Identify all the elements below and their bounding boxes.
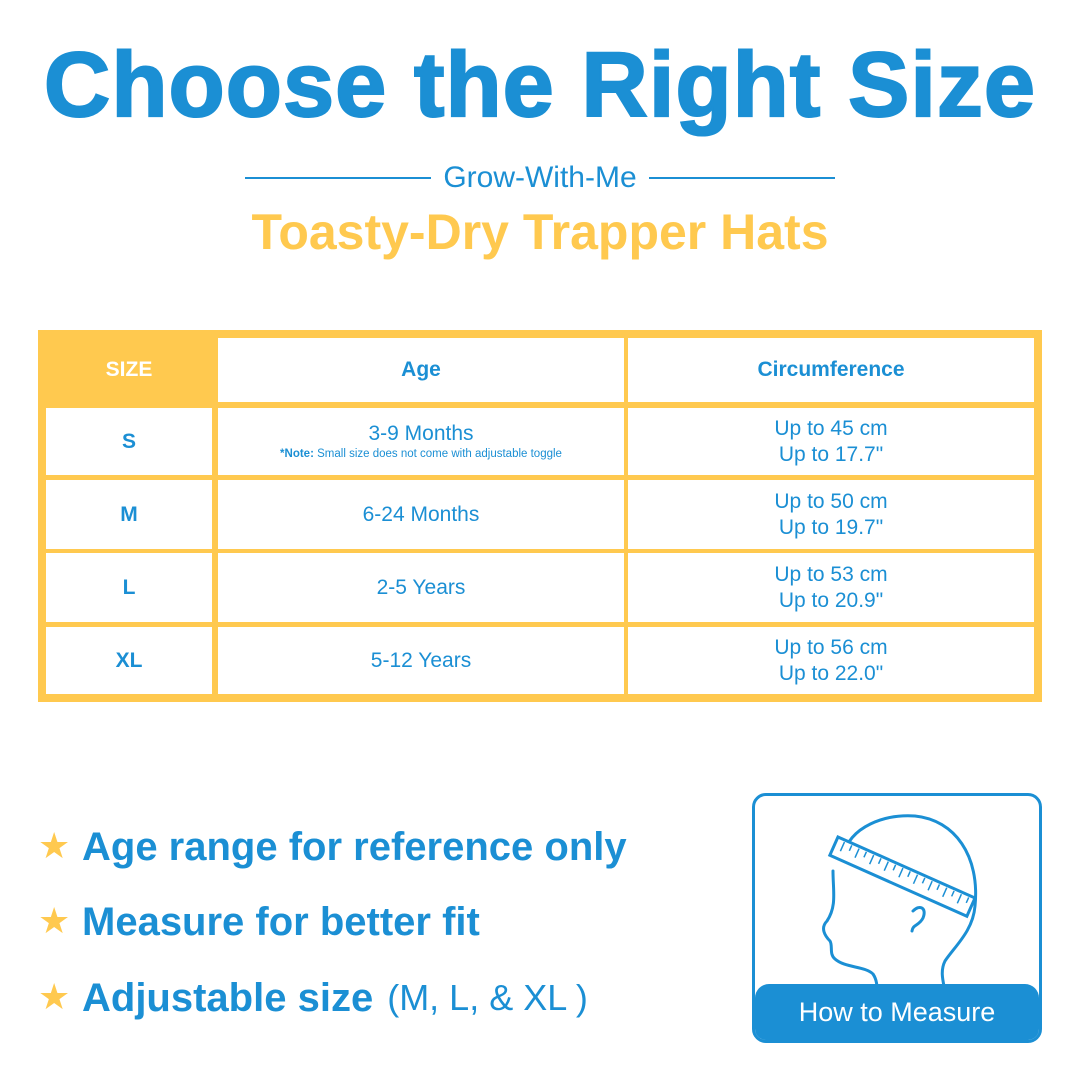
how-to-measure-label: How to Measure [755,984,1039,1040]
star-icon: ★ [38,901,71,942]
bullet-text: Measure for better fit [82,900,480,944]
size-table: SIZE Age Circumference S 3-9 Months *Not… [38,330,1042,702]
circumference-cell: Up to 50 cm Up to 19.7" [628,480,1034,549]
age-cell: 3-9 Months *Note: Small size does not co… [218,408,624,475]
bullet-text: Age range for reference only [82,825,627,869]
divider [245,177,432,179]
circumference-cm: Up to 50 cm [774,489,888,513]
bullet-text: Adjustable size [82,976,374,1020]
how-to-measure-card: How to Measure [752,793,1042,1043]
bullet-extra: (M, L, & XL ) [387,977,588,1018]
circumference-in: Up to 22.0" [778,661,884,685]
size-cell: M [46,480,212,549]
age-value: 3-9 Months [368,422,474,445]
subtitle: Grow-With-Me [0,158,1080,198]
bullet-item: ★ Measure for better fit [38,897,480,947]
circumference-cell: Up to 45 cm Up to 17.7" [628,408,1034,475]
header-circumference: Circumference [628,338,1034,402]
bullet-item: ★ Age range for reference only [38,822,627,872]
circumference-in: Up to 17.7" [778,442,884,466]
header-size: SIZE [46,338,212,402]
age-cell: 2-5 Years [218,553,624,622]
bullet-item: ★ Adjustable size (M, L, & XL ) [38,973,588,1023]
star-icon: ★ [38,826,71,867]
circumference-cm: Up to 56 cm [774,635,888,659]
size-cell: XL [46,627,212,694]
divider [648,177,835,179]
subtitle-text: Grow-With-Me [443,161,637,194]
product-name: Toasty-Dry Trapper Hats [251,204,829,260]
age-cell: 5-12 Years [218,627,624,694]
size-cell: L [46,553,212,622]
star-icon: ★ [38,977,71,1018]
circumference-in: Up to 19.7" [778,515,884,539]
note-label: *Note: [280,448,314,460]
header-age: Age [218,338,624,402]
circumference-cell: Up to 53 cm Up to 20.9" [628,553,1034,622]
size-note: *Note: Small size does not come with adj… [280,447,562,462]
circumference-cm: Up to 45 cm [774,416,888,440]
circumference-in: Up to 20.9" [778,588,884,612]
note-text: Small size does not come with adjustable… [313,448,562,460]
page-title: Choose the Right Size [43,33,1037,137]
age-cell: 6-24 Months [218,480,624,549]
head-measuring-tape-icon [822,814,978,986]
size-cell: S [46,408,212,475]
circumference-cm: Up to 53 cm [774,562,888,586]
circumference-cell: Up to 56 cm Up to 22.0" [628,627,1034,694]
